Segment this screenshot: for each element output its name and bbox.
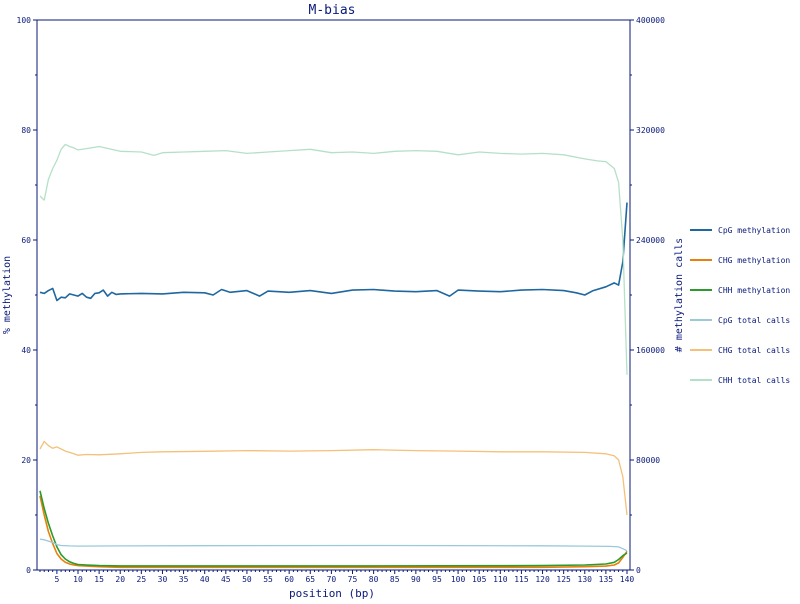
x-tick-label: 55 [263, 575, 273, 584]
x-tick-label: 95 [432, 575, 442, 584]
chart-title: M-bias [309, 3, 356, 18]
legend-label-cpg-total-calls: CpG total calls [718, 316, 790, 325]
y-right-tick-label: 400000 [636, 16, 665, 25]
x-tick-label: 65 [305, 575, 315, 584]
x-tick-label: 130 [578, 575, 593, 584]
x-tick-label: 120 [535, 575, 550, 584]
y-right-tick-label: 0 [636, 566, 641, 575]
y-right-tick-label: 320000 [636, 126, 665, 135]
x-tick-label: 70 [327, 575, 337, 584]
x-tick-label: 30 [158, 575, 168, 584]
x-tick-label: 10 [73, 575, 83, 584]
series-line-chh-methylation [39, 490, 628, 567]
y-left-tick-label: 100 [17, 16, 32, 25]
x-tick-label: 35 [179, 575, 189, 584]
y-axis-right-label: # methylation calls [674, 238, 685, 352]
legend-label-chg-total-calls: CHG total calls [718, 346, 790, 355]
x-tick-label: 90 [411, 575, 421, 584]
y-left-tick-label: 80 [21, 126, 31, 135]
x-tick-label: 20 [115, 575, 125, 584]
plot-area: 5 10 15 20 25 30 35 40 45 50 55 60 65 70 75 80 85 90 95 100… [17, 16, 666, 584]
x-tick-label: 25 [137, 575, 147, 584]
y-left-tick-label: 60 [21, 236, 31, 245]
x-tick-label: 135 [599, 575, 614, 584]
y-axis-left-label: % methylation [2, 256, 13, 334]
series-line-chh-total-calls [39, 143, 628, 375]
legend-label-chh-total-calls: CHH total calls [718, 376, 790, 385]
legend-label-chg-methylation: CHG methylation [718, 256, 790, 265]
x-tick-label: 80 [369, 575, 379, 584]
y-left-tick-label: 40 [21, 346, 31, 355]
x-tick-label: 110 [493, 575, 508, 584]
x-tick-label: 75 [348, 575, 358, 584]
x-tick-label: 5 [54, 575, 59, 584]
series-line-chg-methylation [39, 495, 628, 569]
series-line-cpg-total-calls [39, 538, 628, 552]
x-tick-label: 140 [620, 575, 635, 584]
x-tick-label: 105 [472, 575, 487, 584]
x-axis-label: position (bp) [289, 587, 375, 600]
x-tick-label: 40 [200, 575, 210, 584]
x-tick-label: 85 [390, 575, 400, 584]
y-right-tick-label: 80000 [636, 456, 660, 465]
y-left-tick-label: 0 [26, 566, 31, 575]
x-tick-label: 100 [451, 575, 466, 584]
x-tick-label: 115 [514, 575, 529, 584]
legend-label-chh-methylation: CHH methylation [718, 286, 790, 295]
x-tick-label: 60 [284, 575, 294, 584]
x-tick-label: 15 [94, 575, 104, 584]
x-tick-label: 50 [242, 575, 252, 584]
x-tick-label: 125 [556, 575, 571, 584]
series-line-cpg-methylation [39, 202, 628, 302]
y-left-tick-label: 20 [21, 456, 31, 465]
y-right-tick-label: 160000 [636, 346, 665, 355]
series-line-chg-total-calls [39, 440, 628, 516]
x-tick-label: 45 [221, 575, 231, 584]
legend-label-cpg-methylation: CpG methylation [718, 226, 790, 235]
plot-frame [36, 19, 631, 571]
y-right-tick-label: 240000 [636, 236, 665, 245]
legend: CpG methylation CHG methylation CHH methyl… [690, 226, 790, 385]
